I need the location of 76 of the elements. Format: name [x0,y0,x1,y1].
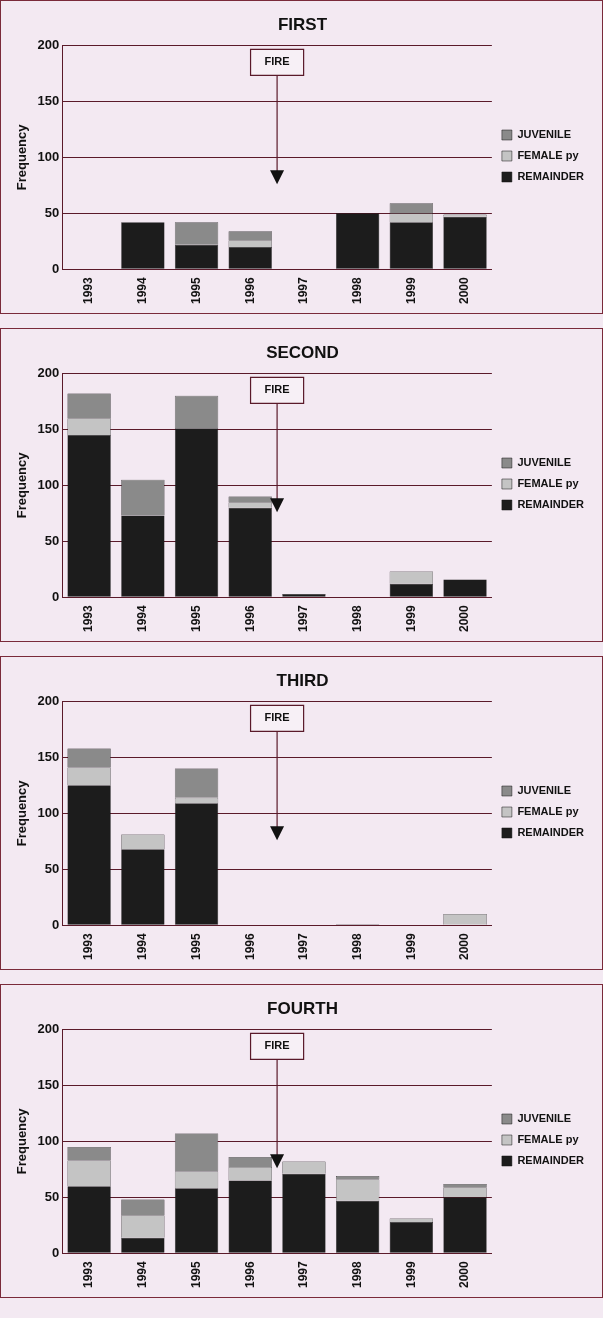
x-tick-label: 1996 [242,1260,257,1289]
y-tick-label: 150 [37,92,60,108]
legend-label: FEMALE py [517,805,580,818]
x-tick-label: 1997 [296,276,311,305]
y-tick-label: 0 [52,260,60,276]
x-tick-label: 1993 [81,604,96,633]
x-tick-label: 1999 [403,932,418,961]
x-tick-label: 1999 [403,604,418,633]
x-tick-label: 1998 [349,604,364,633]
y-axis-title: Frequency [14,123,30,191]
x-tick-label: 1994 [135,1260,150,1289]
x-tick-label: 1995 [188,604,203,633]
y-tick-label: 0 [52,588,60,604]
legend-label: JUVENILE [517,456,572,469]
x-tick-label: 1996 [242,604,257,633]
x-tick-label: 1999 [403,1260,418,1289]
legend-label: FEMALE py [517,149,580,162]
y-tick-label: 50 [44,532,60,548]
y-tick-label: 50 [44,1188,60,1204]
y-axis-title: Frequency [14,451,30,519]
x-tick-label: 1997 [296,604,311,633]
legend-label: JUVENILE [517,784,572,797]
legend-label: FEMALE py [517,1133,580,1146]
y-tick-label: 0 [52,1244,60,1260]
chart-title: SECOND [266,342,339,362]
x-tick-label: 1998 [349,1260,364,1289]
x-tick-label: 1994 [135,276,150,305]
legend-label: REMAINDER [517,498,585,511]
chart-title: THIRD [276,670,329,690]
x-tick-label: 1994 [135,604,150,633]
x-tick-label: 2000 [457,1260,472,1289]
chart-title: FIRST [277,14,328,34]
x-tick-label: 1993 [81,932,96,961]
x-tick-label: 1995 [188,276,203,305]
annotation: FIRE [264,55,290,68]
x-tick-label: 1993 [81,1260,96,1289]
y-tick-label: 100 [37,148,60,164]
annotation: FIRE [264,1039,290,1052]
y-tick-label: 200 [37,364,60,380]
x-tick-label: 1996 [242,932,257,961]
y-tick-label: 200 [37,692,60,708]
y-tick-label: 100 [37,1132,60,1148]
x-tick-label: 1993 [81,276,96,305]
x-tick-label: 1997 [296,1260,311,1289]
y-tick-label: 200 [37,36,60,52]
y-tick-label: 50 [44,860,60,876]
y-tick-label: 50 [44,204,60,220]
y-tick-label: 150 [37,420,60,436]
x-tick-label: 2000 [457,604,472,633]
x-tick-label: 1997 [296,932,311,961]
x-tick-label: 1995 [188,932,203,961]
annotation: FIRE [264,711,290,724]
x-tick-label: 2000 [457,276,472,305]
y-axis-title: Frequency [14,779,30,847]
y-tick-label: 200 [37,1020,60,1036]
x-tick-label: 1995 [188,1260,203,1289]
y-axis-title: Frequency [14,1107,30,1175]
legend-label: REMAINDER [517,826,585,839]
y-tick-label: 150 [37,1076,60,1092]
x-tick-label: 1998 [349,932,364,961]
x-tick-label: 1996 [242,276,257,305]
legend-label: FEMALE py [517,477,580,490]
x-tick-label: 1999 [403,276,418,305]
x-tick-label: 1994 [135,932,150,961]
y-tick-label: 100 [37,804,60,820]
y-tick-label: 150 [37,748,60,764]
chart-title: FOURTH [267,998,338,1018]
legend-label: JUVENILE [517,1112,572,1125]
legend-label: REMAINDER [517,1154,585,1167]
legend-label: JUVENILE [517,128,572,141]
y-tick-label: 100 [37,476,60,492]
y-tick-label: 0 [52,916,60,932]
x-tick-label: 1998 [349,276,364,305]
annotation: FIRE [264,383,290,396]
x-tick-label: 2000 [457,932,472,961]
legend-label: REMAINDER [517,170,585,183]
